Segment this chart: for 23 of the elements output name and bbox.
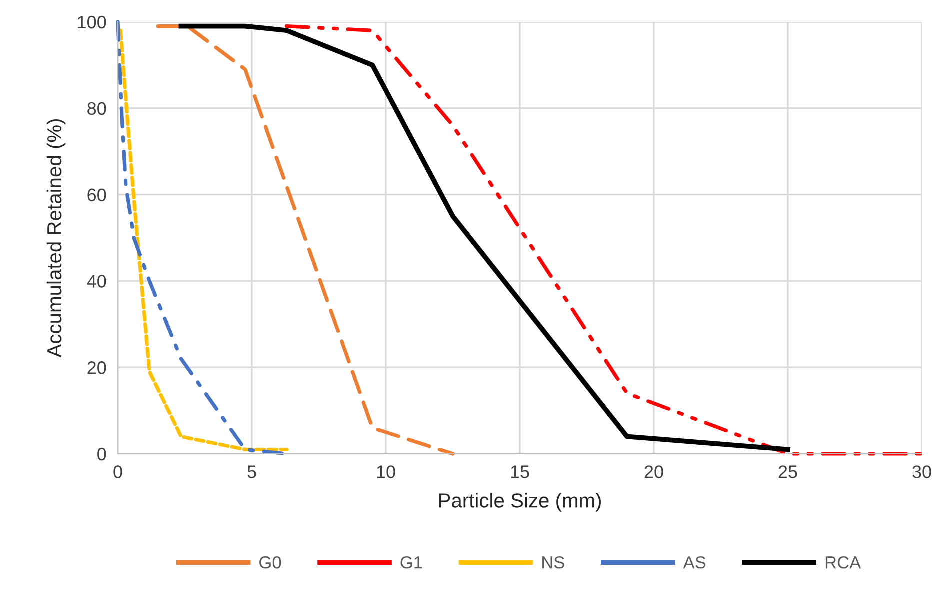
- line-series: [178, 24, 790, 452]
- y-tick-label: 100: [78, 16, 106, 29]
- x-tick-label: 30: [912, 466, 932, 478]
- x-tick-label: 10: [377, 466, 396, 478]
- line-series: [285, 24, 924, 456]
- y-axis-title: Accumulated Retained (%): [46, 119, 66, 358]
- y-tick-label: 80: [88, 102, 106, 116]
- x-tick-label: 25: [778, 466, 798, 478]
- x-tick-label: 0: [114, 466, 122, 478]
- legend-label: AS: [683, 556, 706, 569]
- x-tick-label: 20: [644, 466, 664, 478]
- y-tick-label: 20: [88, 362, 106, 374]
- y-tick-label: 0: [98, 448, 106, 461]
- legend-label: G1: [400, 556, 422, 569]
- legend-label: NS: [542, 556, 564, 569]
- x-tick-label: 5: [248, 466, 256, 478]
- x-axis-title: Particle Size (mm): [439, 493, 601, 512]
- x-tick-label: 15: [511, 466, 530, 478]
- line-series: [156, 24, 455, 456]
- y-tick-label: 40: [87, 275, 106, 288]
- y-tick-label: 60: [88, 188, 106, 202]
- legend-label: G0: [260, 556, 282, 569]
- legend-label: RCA: [826, 556, 862, 569]
